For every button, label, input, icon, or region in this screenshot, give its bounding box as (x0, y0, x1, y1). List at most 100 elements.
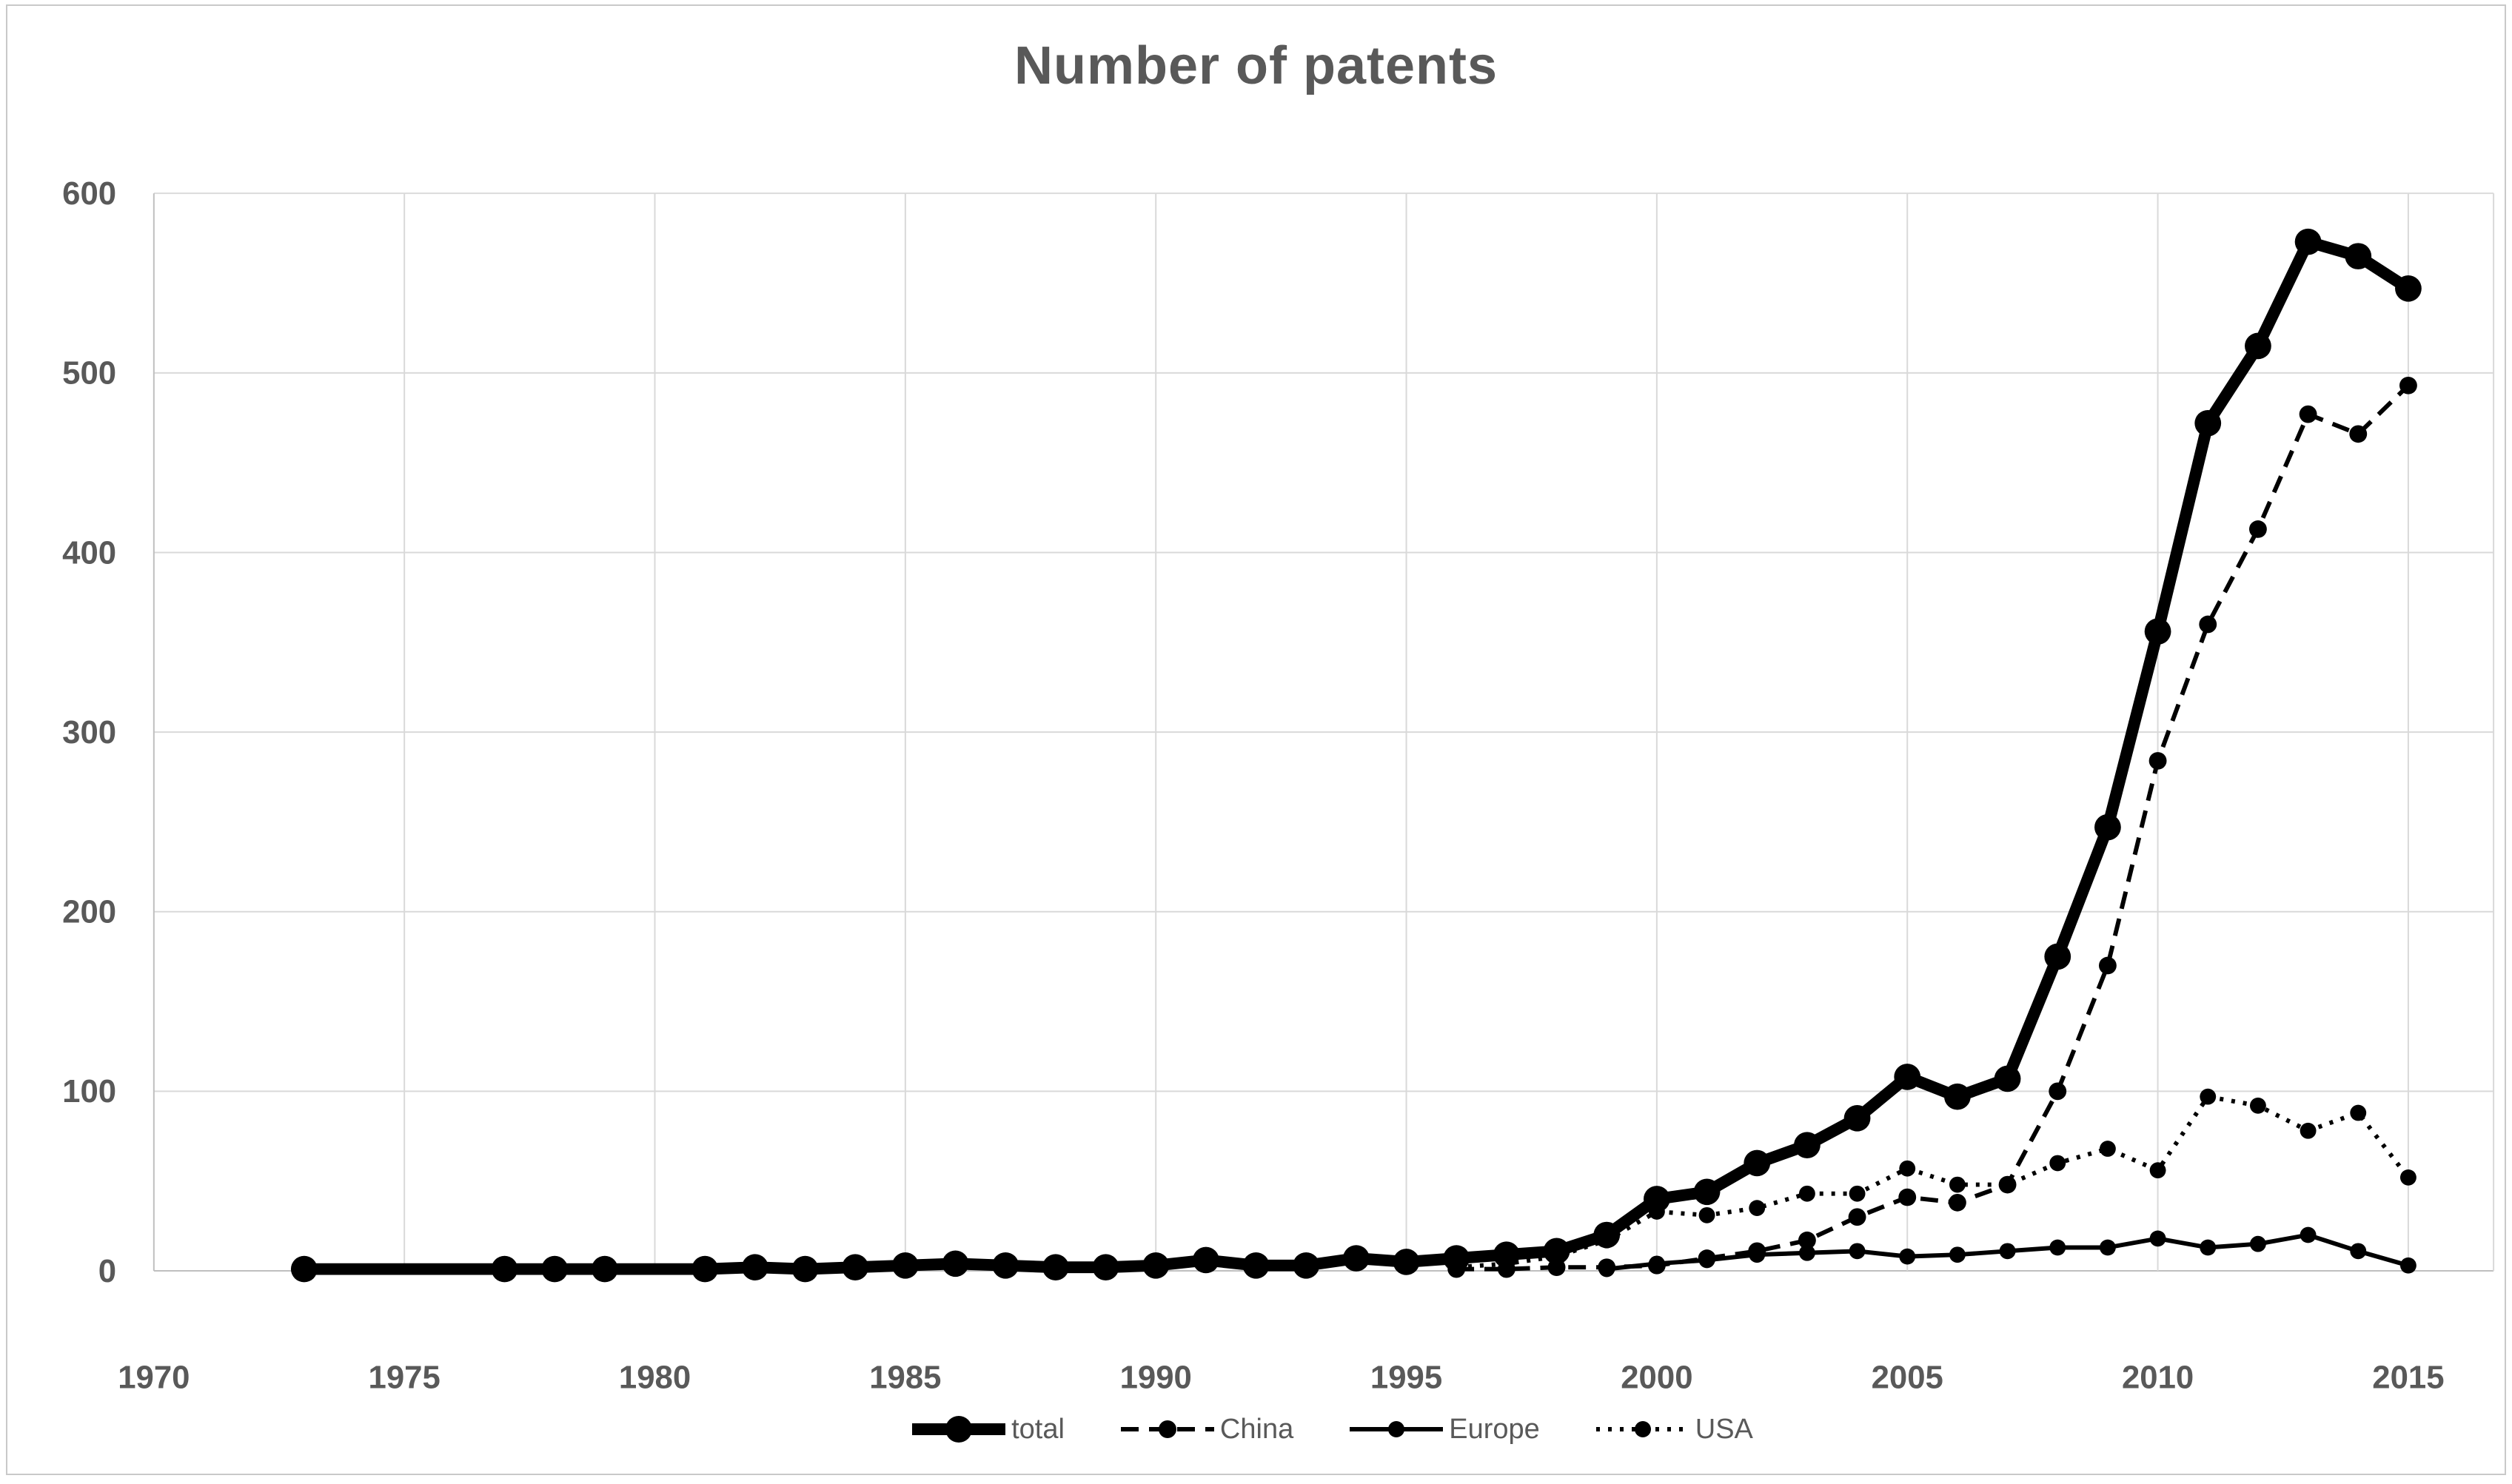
data-point-Europe-2001 (1698, 1252, 1715, 1269)
data-point-total-2010 (2144, 618, 2171, 645)
gridlines (153, 192, 2495, 1272)
y-axis-labels: 0 100 200 300 400 500 600 (62, 176, 116, 1289)
svg-text:1980: 1980 (619, 1360, 691, 1395)
data-point-USA-2006 (1949, 1176, 1966, 1193)
data-point-total-1993 (1293, 1252, 1320, 1279)
data-point-total-1996 (1443, 1245, 1470, 1272)
data-point-Europe-2008 (2049, 1239, 2066, 1256)
data-point-USA-2014 (2350, 1104, 2367, 1121)
data-point-USA-2010 (2149, 1162, 2166, 1179)
data-point-total-1999 (1593, 1221, 1621, 1249)
data-point-Europe-2004 (1849, 1243, 1866, 1260)
chart-legend: total China Europe USA (155, 1396, 2509, 1463)
data-point-Europe-2000 (1648, 1255, 1665, 1272)
svg-text:1990: 1990 (1120, 1360, 1192, 1395)
series-China (1447, 376, 2417, 1278)
legend-label-China: China (1219, 1413, 1294, 1445)
series-Europe (1598, 1226, 2416, 1277)
data-point-total-1990 (1142, 1252, 1170, 1279)
svg-text:0: 0 (98, 1254, 116, 1289)
data-point-China-2004 (1848, 1208, 1866, 1226)
data-point-China-2003 (1798, 1231, 1816, 1249)
data-point-USA-2001 (1698, 1206, 1715, 1223)
data-point-Europe-2006 (1949, 1246, 1966, 1263)
data-point-China-2010 (2148, 752, 2167, 770)
data-point-total-1992 (1242, 1252, 1270, 1279)
data-point-USA-2007 (1999, 1176, 2016, 1193)
svg-text:2000: 2000 (1621, 1360, 1692, 1395)
legend-item-China: China (1119, 1411, 1293, 1447)
series-line-China (1456, 383, 2411, 1272)
data-point-Europe-2002 (1749, 1246, 1766, 1263)
data-point-USA-2003 (1798, 1185, 1815, 1202)
data-point-Europe-2015 (2399, 1257, 2416, 1274)
data-point-total-1977 (491, 1255, 518, 1283)
legend-label-total: total (1011, 1413, 1065, 1445)
data-point-USA-2013 (2300, 1122, 2317, 1139)
svg-text:200: 200 (62, 895, 116, 930)
data-point-Europe-2009 (2099, 1239, 2116, 1256)
data-point-total-2007 (1994, 1065, 2021, 1092)
data-point-total-1997 (1493, 1241, 1520, 1269)
data-point-total-2001 (1693, 1178, 1721, 1206)
data-point-Europe-2012 (2249, 1235, 2266, 1252)
data-point-total-1981 (691, 1255, 719, 1283)
data-point-USA-2009 (2099, 1141, 2116, 1157)
svg-text:2010: 2010 (2122, 1360, 2194, 1395)
data-point-China-2013 (2299, 405, 2317, 423)
data-point-China-2009 (2098, 956, 2117, 975)
data-point-USA-2015 (2399, 1169, 2416, 1186)
svg-text:400: 400 (62, 535, 116, 571)
series-line-total (304, 235, 2412, 1275)
data-point-total-2002 (1744, 1149, 1771, 1177)
data-point-total-1986 (942, 1250, 969, 1277)
data-point-Europe-2010 (2149, 1230, 2166, 1247)
data-point-Europe-2007 (1999, 1243, 2016, 1260)
svg-text:1975: 1975 (369, 1360, 441, 1395)
data-point-total-1994 (1342, 1245, 1370, 1272)
data-point-total-1978 (541, 1255, 569, 1283)
data-point-total-2012 (2245, 332, 2271, 360)
data-point-China-2005 (1898, 1188, 1917, 1206)
data-point-total-2011 (2194, 409, 2222, 437)
data-point-Europe-2003 (1798, 1244, 1815, 1261)
data-point-total-2013 (2294, 228, 2322, 255)
data-point-USA-2005 (1899, 1160, 1916, 1177)
data-point-Europe-2014 (2350, 1243, 2367, 1260)
svg-text:2005: 2005 (1872, 1360, 1943, 1395)
legend-item-USA: USA (1595, 1411, 1753, 1447)
series-line-USA (1456, 1094, 2411, 1270)
data-point-China-2008 (2049, 1082, 2067, 1101)
data-point-total-1982 (741, 1254, 768, 1280)
data-point-total-2003 (1794, 1132, 1821, 1158)
legend-marker-USA (1595, 1421, 1689, 1437)
data-point-China-2012 (2248, 520, 2267, 538)
data-point-Europe-1999 (1598, 1260, 1615, 1277)
legend-item-Europe: Europe (1348, 1411, 1540, 1447)
data-point-total-1998 (1543, 1238, 1570, 1265)
data-point-total-2000 (1643, 1186, 1670, 1212)
data-point-total-2004 (1843, 1104, 1871, 1132)
series-total (290, 228, 2422, 1283)
data-point-China-2015 (2399, 376, 2417, 394)
data-point-USA-2011 (2200, 1088, 2217, 1105)
data-point-USA-2004 (1849, 1185, 1866, 1202)
data-point-total-2008 (2044, 943, 2071, 970)
data-point-Europe-2011 (2200, 1239, 2217, 1256)
data-point-total-1988 (1042, 1254, 1069, 1280)
legend-label-USA: USA (1695, 1413, 1753, 1445)
data-point-China-2014 (2349, 425, 2368, 443)
data-point-total-1979 (591, 1255, 618, 1283)
data-point-total-1989 (1092, 1254, 1119, 1280)
legend-label-Europe: Europe (1449, 1413, 1540, 1445)
svg-text:300: 300 (62, 715, 116, 751)
data-point-total-1984 (842, 1254, 869, 1280)
data-point-total-2009 (2094, 813, 2121, 841)
data-point-total-2014 (2345, 243, 2372, 269)
chart-frame: Number of patents 0 100 200 300 400 500 600 197… (6, 4, 2506, 1475)
svg-text:2015: 2015 (2372, 1360, 2444, 1395)
series-USA (1448, 1088, 2416, 1276)
legend-marker-China (1120, 1420, 1214, 1438)
data-point-Europe-2005 (1899, 1248, 1916, 1265)
data-point-USA-2008 (2049, 1155, 2066, 1172)
